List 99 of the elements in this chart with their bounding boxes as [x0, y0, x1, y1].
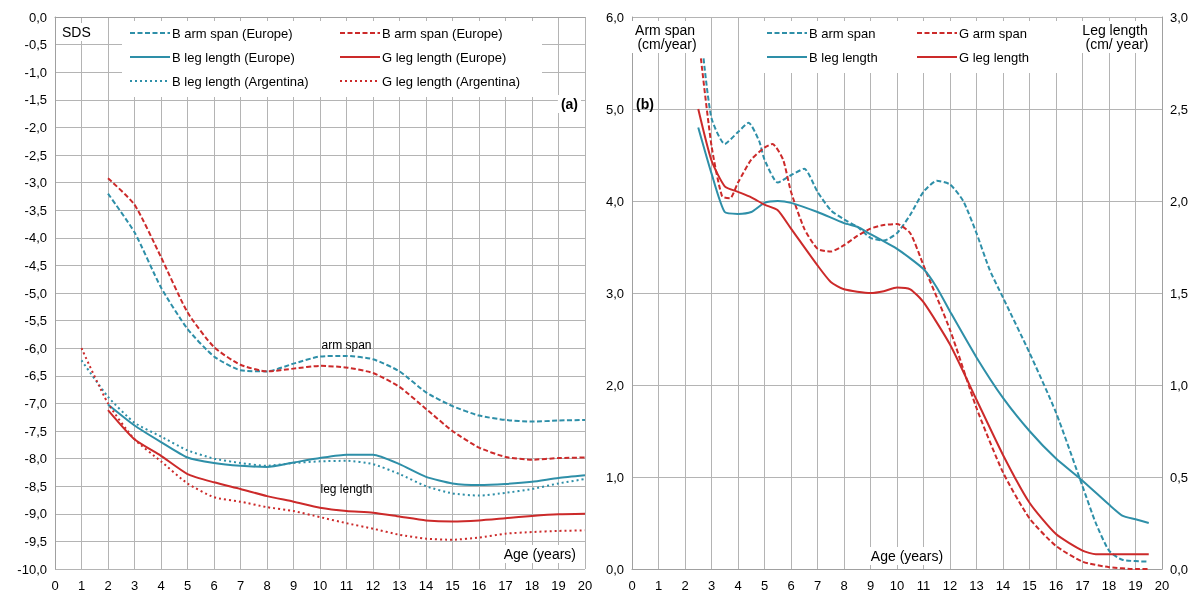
- legend-label: G leg length (Argentina): [382, 73, 521, 89]
- x-tick-label: 6: [787, 578, 795, 593]
- x-tick-label: 2: [681, 578, 689, 593]
- annotation: leg length: [320, 481, 373, 496]
- y2-tick-label: 2,5: [1170, 101, 1189, 117]
- y-tick-label: -5,0: [24, 285, 47, 301]
- y-tick-label: 5,0: [605, 101, 624, 117]
- y2-tick-label: 3,0: [1170, 9, 1189, 25]
- x-tick-label: 20: [577, 578, 593, 593]
- y-tick-label: -4,5: [24, 257, 47, 273]
- legend-label: B leg length (Argentina): [172, 73, 309, 89]
- y-tick-label: 2,0: [605, 377, 624, 393]
- x-tick-label: 8: [263, 578, 271, 593]
- x-tick-label: 2: [104, 578, 112, 593]
- x-tick-label: 11: [339, 578, 354, 593]
- y-tick-label: -0,5: [24, 37, 47, 53]
- x-tick-label: 9: [289, 578, 298, 593]
- y-axis-title: SDS: [62, 24, 91, 40]
- y2-tick-label: 1,0: [1170, 377, 1189, 393]
- x-tick-label: 0: [628, 578, 636, 593]
- x-tick-label: 1: [654, 578, 663, 593]
- y-tick-label: 3,0: [605, 285, 624, 301]
- x-tick-label: 15: [1022, 578, 1037, 593]
- x-tick-label: 20: [1154, 578, 1170, 593]
- x-tick-label: 17: [498, 578, 513, 593]
- y-tick-label: -4,0: [24, 230, 47, 246]
- legend-label: B arm span: [809, 25, 876, 41]
- y-tick-label: -5,5: [24, 313, 47, 329]
- x-tick-label: 9: [866, 578, 875, 593]
- y-tick-label: -2,5: [24, 147, 47, 163]
- x-tick-label: 13: [392, 578, 407, 593]
- y-tick-label: 6,0: [605, 9, 624, 25]
- legend-label: G leg length: [959, 49, 1030, 65]
- y2-axis-title: Leg length (cm/ year): [1082, 22, 1152, 52]
- y-tick-label: -6,5: [24, 368, 47, 384]
- legend-label: G arm span: [959, 25, 1027, 41]
- legend-label: B arm span (Europe): [382, 25, 503, 41]
- x-tick-label: 3: [130, 578, 139, 593]
- y2-tick-label: 0,5: [1170, 469, 1189, 485]
- x-tick-label: 12: [365, 578, 381, 593]
- x-tick-label: 16: [471, 578, 487, 593]
- x-tick-label: 1: [77, 578, 86, 593]
- y-tick-label: -3,5: [24, 202, 47, 218]
- line-series: [80, 359, 586, 497]
- annotation: (b): [636, 96, 654, 112]
- x-tick-label: 6: [210, 578, 218, 593]
- x-axis-title: Age (years): [503, 546, 576, 562]
- y-tick-label: -7,0: [24, 395, 47, 411]
- x-tick-label: 0: [51, 578, 59, 593]
- x-tick-label: 18: [1101, 578, 1117, 593]
- x-tick-label: 15: [445, 578, 460, 593]
- x-axis-title: Age (years): [870, 548, 944, 564]
- y-tick-label: -3,0: [24, 175, 47, 191]
- y2-tick-label: 1,5: [1170, 285, 1189, 301]
- y-tick-label: -1,5: [24, 92, 47, 108]
- y-tick-label: -9,0: [24, 506, 47, 522]
- y-axis-title: Arm span (cm/year): [635, 22, 699, 52]
- x-tick-label: 19: [1128, 578, 1143, 593]
- y-tick-label: 0,0: [28, 9, 47, 25]
- x-tick-label: 13: [969, 578, 984, 593]
- y-tick-label: -6,0: [24, 340, 47, 356]
- y-tick-label: -2,0: [24, 119, 47, 135]
- annotation: (a): [560, 96, 578, 112]
- y-tick-label: 1,0: [605, 469, 624, 485]
- y2-tick-label: 2,0: [1170, 193, 1189, 209]
- legend-label: G leg length (Europe): [382, 49, 507, 65]
- y-tick-label: -1,0: [24, 64, 47, 80]
- legend-label: B leg length (Europe): [172, 49, 295, 65]
- x-tick-label: 5: [183, 578, 192, 593]
- y-tick-label: -9,5: [24, 533, 47, 549]
- x-tick-label: 19: [551, 578, 566, 593]
- y2-tick-label: 0,0: [1170, 561, 1189, 577]
- legend-label: B leg length: [809, 49, 878, 65]
- y-tick-label: 0,0: [605, 561, 624, 577]
- x-tick-label: 14: [995, 578, 1011, 593]
- x-tick-label: 10: [889, 578, 905, 593]
- x-tick-label: 16: [1048, 578, 1064, 593]
- annotation: arm span: [321, 338, 372, 353]
- x-tick-label: 7: [813, 578, 822, 593]
- y-tick-label: -8,5: [24, 478, 47, 494]
- x-tick-label: 5: [760, 578, 769, 593]
- x-tick-label: 17: [1075, 578, 1090, 593]
- x-tick-label: 7: [236, 578, 245, 593]
- x-tick-label: 18: [524, 578, 540, 593]
- line-series: [107, 192, 586, 423]
- x-tick-label: 10: [312, 578, 328, 593]
- x-tick-label: 14: [418, 578, 434, 593]
- x-tick-label: 4: [734, 578, 742, 593]
- x-tick-label: 8: [840, 578, 848, 593]
- x-tick-label: 4: [157, 578, 165, 593]
- line-series: [107, 177, 586, 461]
- x-tick-label: 3: [707, 578, 716, 593]
- y-tick-label: -8,0: [24, 451, 47, 467]
- y-tick-label: -7,5: [24, 423, 47, 439]
- y-tick-label: 4,0: [605, 193, 624, 209]
- x-tick-label: 11: [916, 578, 931, 593]
- x-tick-label: 12: [942, 578, 958, 593]
- y-tick-label: -10,0: [17, 561, 47, 577]
- legend-label: B arm span (Europe): [172, 25, 293, 41]
